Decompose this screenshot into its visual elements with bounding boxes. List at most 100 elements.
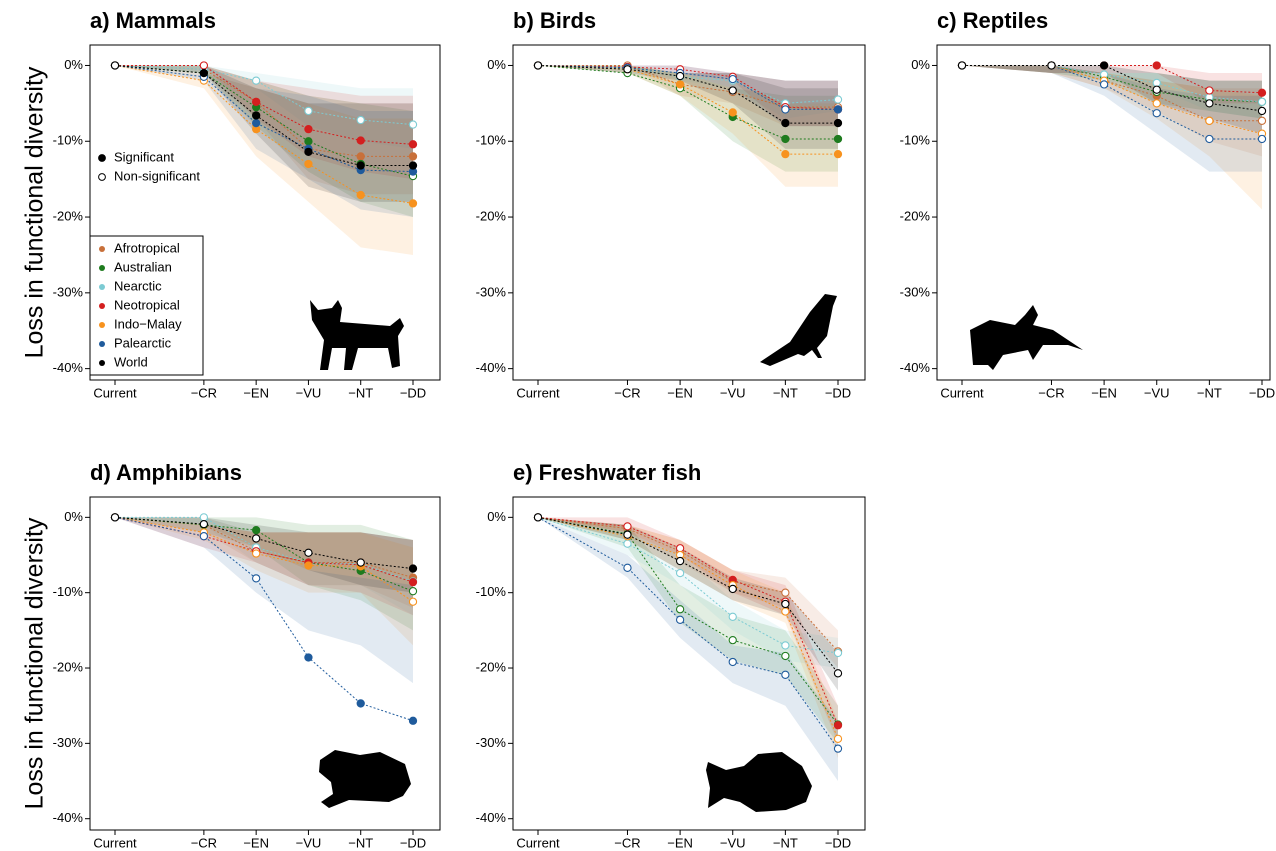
data-point (1101, 81, 1108, 88)
x-tick-label: −CR (1038, 385, 1064, 400)
legend-label: Afrotropical (114, 240, 180, 255)
panel-title: e) Freshwater fish (513, 460, 701, 485)
y-tick-label: -30% (53, 735, 84, 750)
data-point (677, 606, 684, 613)
silhouette (970, 305, 1083, 370)
data-point (677, 569, 684, 576)
panel-title: c) Reptiles (937, 8, 1048, 33)
legend-swatch (99, 360, 105, 366)
marker-legend-label: Significant (114, 149, 174, 164)
data-point (409, 588, 416, 595)
panel-title: d) Amphibians (90, 460, 242, 485)
x-tick-label: Current (93, 385, 137, 400)
y-tick-label: 0% (64, 509, 83, 524)
x-tick-label: −VU (1144, 385, 1170, 400)
y-tick-label: -10% (476, 584, 507, 599)
legend-swatch (99, 246, 105, 252)
data-point (782, 135, 789, 142)
data-point (409, 717, 416, 724)
data-point (409, 141, 416, 148)
x-tick-label: −VU (296, 385, 322, 400)
y-axis-label: Loss in functional diversity (21, 66, 49, 358)
data-point (729, 76, 736, 83)
legend-swatch (99, 284, 105, 290)
y-tick-label: -40% (476, 810, 507, 825)
legend-label: Neotropical (114, 297, 180, 312)
data-point (624, 564, 631, 571)
silhouette (760, 294, 837, 366)
legend-label: Nearctic (114, 278, 162, 293)
data-point (782, 600, 789, 607)
data-point (1258, 107, 1265, 114)
panel-title: b) Birds (513, 8, 596, 33)
x-tick-label: −CR (191, 385, 217, 400)
data-point (200, 521, 207, 528)
y-tick-label: -10% (53, 133, 84, 148)
data-point (834, 96, 841, 103)
data-point (677, 545, 684, 552)
data-point (624, 523, 631, 530)
data-point (782, 608, 789, 615)
silhouette (706, 752, 812, 812)
figure: a) Mammals Loss in functional diversity 0%… (0, 0, 1276, 851)
data-point (1101, 62, 1108, 69)
data-point (534, 62, 541, 69)
legend-label: Indo−Malay (114, 316, 182, 331)
data-point (305, 126, 312, 133)
data-point (624, 531, 631, 538)
data-point (782, 642, 789, 649)
y-tick-label: -40% (900, 360, 931, 375)
y-tick-label: -10% (900, 133, 931, 148)
data-point (1153, 62, 1160, 69)
y-tick-label: -30% (476, 284, 507, 299)
data-point (1153, 86, 1160, 93)
marker-legend-label: Non-significant (114, 168, 200, 183)
panel-title: a) Mammals (90, 8, 216, 33)
data-point (409, 162, 416, 169)
data-point (782, 589, 789, 596)
data-point (305, 549, 312, 556)
data-point (1153, 110, 1160, 117)
data-point (409, 153, 416, 160)
data-point (1206, 100, 1213, 107)
data-point (200, 69, 207, 76)
y-tick-label: 0% (911, 57, 930, 72)
data-point (200, 62, 207, 69)
marker-legend-swatch (99, 155, 106, 162)
data-point (834, 151, 841, 158)
legend-swatch (99, 341, 105, 347)
data-point (305, 138, 312, 145)
x-tick-label: −EN (667, 835, 693, 850)
panel: c) Reptiles0%-10%-20%-30%-40%Current−CR−… (900, 8, 1276, 401)
y-tick-label: 0% (64, 57, 83, 72)
legend-swatch (99, 322, 105, 328)
data-point (111, 514, 118, 521)
data-point (1206, 117, 1213, 124)
legend-swatch (99, 265, 105, 271)
y-axis-label: Loss in functional diversity (21, 517, 49, 809)
data-point (1258, 117, 1265, 124)
data-point (409, 121, 416, 128)
data-point (357, 153, 364, 160)
data-point (834, 722, 841, 729)
data-point (305, 160, 312, 167)
x-tick-label: −NT (773, 385, 798, 400)
x-tick-label: −DD (825, 835, 851, 850)
y-tick-label: -20% (53, 659, 84, 674)
data-point (409, 598, 416, 605)
data-point (357, 137, 364, 144)
data-point (1153, 100, 1160, 107)
data-point (1258, 98, 1265, 105)
y-tick-label: -10% (53, 584, 84, 599)
data-point (624, 66, 631, 73)
data-point (305, 148, 312, 155)
data-point (729, 585, 736, 592)
data-point (834, 135, 841, 142)
y-tick-label: -30% (900, 284, 931, 299)
y-tick-label: -20% (476, 659, 507, 674)
data-point (200, 533, 207, 540)
data-point (729, 613, 736, 620)
y-tick-label: 0% (487, 57, 506, 72)
data-point (253, 98, 260, 105)
x-tick-label: −VU (720, 385, 746, 400)
